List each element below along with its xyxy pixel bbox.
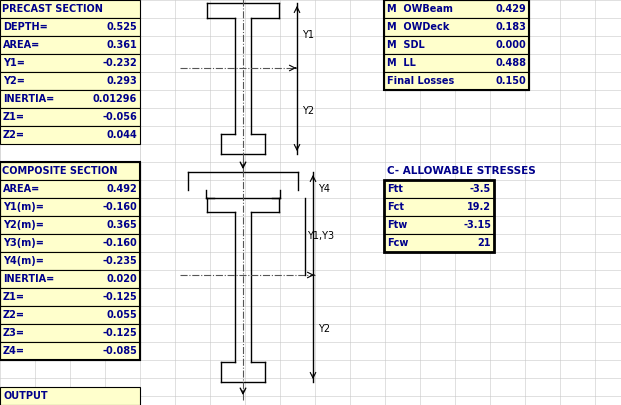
Bar [0,270,140,288]
Text: Z2=: Z2= [3,130,25,140]
Text: Y1=: Y1= [3,58,25,68]
Text: COMPOSITE SECTION: COMPOSITE SECTION [2,166,117,176]
Text: Y1(m)=: Y1(m)= [3,202,44,212]
Text: Z4=: Z4= [3,346,25,356]
Bar [0,288,140,306]
Text: M  OWDeck: M OWDeck [387,22,450,32]
Text: -0.125: -0.125 [102,292,137,302]
Text: 0.01296: 0.01296 [93,94,137,104]
Bar [384,36,529,54]
Bar [0,162,140,360]
Text: -0.235: -0.235 [102,256,137,266]
Text: M  OWBeam: M OWBeam [387,4,453,14]
Text: Z1=: Z1= [3,112,25,122]
Text: Z1=: Z1= [3,292,25,302]
Text: -0.160: -0.160 [102,238,137,248]
Bar [0,0,140,18]
Bar [0,126,140,144]
Text: -0.160: -0.160 [102,202,137,212]
Text: Y1: Y1 [302,30,314,40]
Bar [0,54,140,72]
Text: 0.365: 0.365 [106,220,137,230]
Text: 21: 21 [478,238,491,248]
Text: Y1,Y3: Y1,Y3 [307,232,334,241]
Text: OUTPUT: OUTPUT [3,391,48,401]
Text: C- ALLOWABLE STRESSES: C- ALLOWABLE STRESSES [387,166,536,176]
Bar [384,234,494,252]
Text: 19.2: 19.2 [467,202,491,212]
Bar [0,180,140,198]
Text: 0.055: 0.055 [106,310,137,320]
Bar [384,180,494,198]
Bar [0,90,140,108]
Text: Ftw: Ftw [387,220,407,230]
Bar [0,108,140,126]
Text: Final Losses: Final Losses [387,76,454,86]
Text: INERTIA=: INERTIA= [3,94,54,104]
Text: 0.044: 0.044 [106,130,137,140]
Bar [384,0,529,90]
Text: -3.5: -3.5 [469,184,491,194]
Text: Fcw: Fcw [387,238,409,248]
Text: Z3=: Z3= [3,328,25,338]
Text: 0.429: 0.429 [496,4,526,14]
Bar [384,216,494,234]
Text: Y4: Y4 [318,184,330,194]
Text: M  LL: M LL [387,58,416,68]
Bar [0,342,140,360]
Text: -0.232: -0.232 [102,58,137,68]
Text: 0.020: 0.020 [106,274,137,284]
Text: -3.15: -3.15 [463,220,491,230]
Text: Y3(m)=: Y3(m)= [3,238,44,248]
Text: Z2=: Z2= [3,310,25,320]
Bar [0,18,140,36]
Bar [384,72,529,90]
Text: M  SDL: M SDL [387,40,425,50]
Text: PRECAST SECTION: PRECAST SECTION [2,4,103,14]
Text: 0.000: 0.000 [496,40,526,50]
Bar [0,252,140,270]
Text: Y2: Y2 [302,106,314,116]
Text: INERTIA=: INERTIA= [3,274,54,284]
Bar [0,216,140,234]
Bar [0,162,140,180]
Bar [384,54,529,72]
Text: 0.361: 0.361 [106,40,137,50]
Bar [0,72,140,90]
Text: -0.085: -0.085 [102,346,137,356]
Text: 0.150: 0.150 [496,76,526,86]
Bar [384,18,529,36]
Text: Y2=: Y2= [3,76,25,86]
Text: -0.056: -0.056 [102,112,137,122]
Bar [0,306,140,324]
Text: Ftt: Ftt [387,184,403,194]
Bar [384,0,529,18]
Bar [0,144,140,162]
Bar [0,198,140,216]
Bar [0,36,140,54]
Bar [0,234,140,252]
Bar [0,324,140,342]
Text: -0.125: -0.125 [102,328,137,338]
Text: AREA=: AREA= [3,40,40,50]
Text: 0.488: 0.488 [495,58,526,68]
Bar [384,180,494,252]
Text: 0.525: 0.525 [106,22,137,32]
Text: 0.183: 0.183 [495,22,526,32]
Bar [0,387,140,405]
Text: Y2(m)=: Y2(m)= [3,220,44,230]
Text: 0.492: 0.492 [106,184,137,194]
Text: Y4(m)=: Y4(m)= [3,256,44,266]
Text: 0.293: 0.293 [106,76,137,86]
Text: DEPTH=: DEPTH= [3,22,48,32]
Text: Fct: Fct [387,202,404,212]
Text: AREA=: AREA= [3,184,40,194]
Bar [384,198,494,216]
Text: Y2: Y2 [318,324,330,333]
